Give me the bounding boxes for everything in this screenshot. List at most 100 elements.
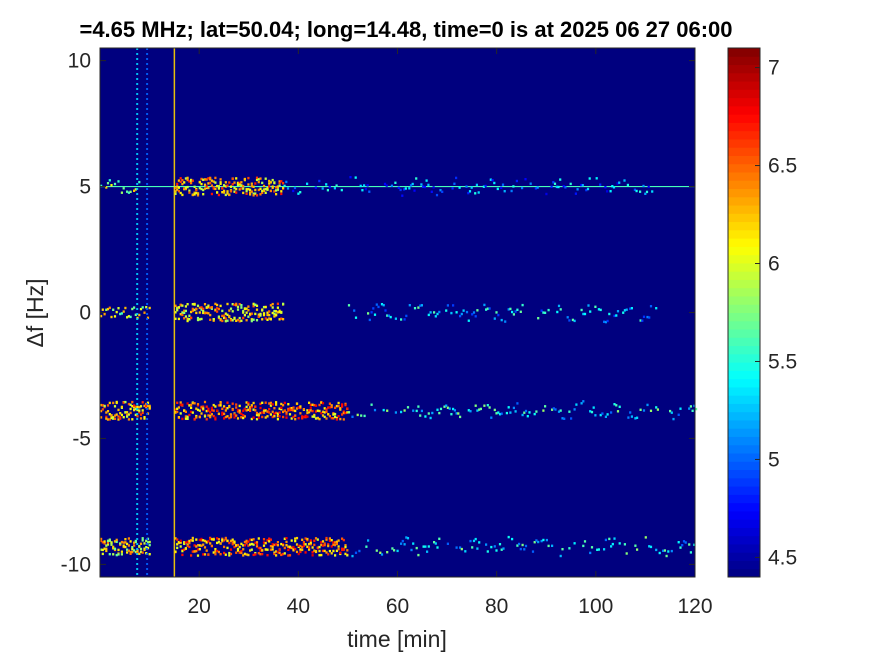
data-cell <box>403 318 406 321</box>
data-cell <box>504 320 507 323</box>
data-cell <box>245 542 248 545</box>
data-cell <box>649 305 653 308</box>
data-cell <box>231 402 234 405</box>
data-cell <box>299 191 302 194</box>
data-cell <box>493 181 496 185</box>
data-cell <box>221 411 224 414</box>
data-cell <box>583 540 587 543</box>
data-cell <box>181 182 184 186</box>
data-cell <box>119 417 122 420</box>
data-cell <box>419 304 422 307</box>
data-cell <box>134 539 137 543</box>
data-cell <box>556 310 559 314</box>
data-cell <box>469 539 472 543</box>
data-cell <box>346 549 349 552</box>
data-cell <box>353 309 356 312</box>
data-cell <box>238 183 241 186</box>
data-cell <box>404 187 407 190</box>
data-cell <box>524 544 528 548</box>
data-cell <box>148 406 151 409</box>
data-cell <box>311 409 314 413</box>
data-cell <box>335 404 338 408</box>
data-cell <box>210 538 213 541</box>
data-cell <box>148 306 151 310</box>
data-cell <box>282 410 285 414</box>
data-cell <box>236 549 240 552</box>
data-cell <box>136 415 139 418</box>
data-cell <box>249 549 252 552</box>
data-cell <box>616 182 619 185</box>
data-cell <box>689 551 692 554</box>
data-cell <box>101 308 104 311</box>
data-cell <box>255 308 259 311</box>
data-cell <box>360 414 363 417</box>
data-cell <box>561 548 564 551</box>
data-cell <box>337 548 340 551</box>
data-cell <box>328 406 331 409</box>
data-cell <box>271 186 274 189</box>
y-tick-label: 0 <box>79 302 91 325</box>
colorbar-step <box>728 147 760 156</box>
data-cell <box>191 539 194 542</box>
data-cell <box>468 190 472 193</box>
data-cell <box>325 551 328 554</box>
data-cell <box>672 417 675 421</box>
data-cell <box>327 543 330 546</box>
data-cell <box>113 417 117 420</box>
data-cell <box>259 411 262 415</box>
data-cell <box>359 184 362 188</box>
data-cell <box>214 553 217 556</box>
data-cell <box>275 193 278 196</box>
data-cell <box>210 544 213 548</box>
data-cell <box>261 411 264 414</box>
data-cell <box>217 550 220 554</box>
data-cell <box>195 414 198 418</box>
data-cell <box>229 414 233 417</box>
data-cell <box>138 313 141 317</box>
data-cell <box>103 547 106 550</box>
data-cell <box>302 544 305 548</box>
data-cell <box>349 176 352 179</box>
data-cell <box>205 178 208 181</box>
data-cell <box>238 551 241 554</box>
data-cell <box>198 306 201 309</box>
data-cell <box>117 307 120 310</box>
data-cell <box>308 409 311 412</box>
data-cell <box>233 541 236 545</box>
data-cell <box>212 318 215 321</box>
data-cell <box>477 191 480 194</box>
data-cell <box>332 413 335 416</box>
data-cell <box>365 545 368 548</box>
data-cell <box>196 404 200 407</box>
data-cell <box>219 402 222 405</box>
x-axis-label: time [min] <box>347 626 447 652</box>
data-cell <box>179 177 182 180</box>
data-cell <box>101 548 104 552</box>
data-cell <box>509 411 512 414</box>
colorbar-step <box>728 287 760 297</box>
data-cell <box>212 403 215 407</box>
data-cell <box>268 402 271 405</box>
colorbar-step <box>728 395 760 404</box>
data-cell <box>106 418 110 421</box>
data-cell <box>124 411 127 414</box>
data-cell <box>286 187 290 190</box>
data-cell <box>113 414 117 417</box>
data-cell <box>627 416 630 419</box>
data-cell <box>370 311 373 314</box>
data-cell <box>115 401 118 405</box>
data-cell <box>557 410 561 413</box>
data-cell <box>287 554 290 557</box>
data-cell <box>236 408 240 412</box>
data-cell <box>476 547 479 550</box>
data-cell <box>224 312 227 315</box>
data-cell <box>544 405 547 408</box>
data-cell <box>214 181 217 184</box>
data-cell <box>320 553 323 557</box>
data-cell <box>318 554 321 557</box>
data-cell <box>339 408 342 411</box>
data-cell <box>249 193 252 196</box>
data-cell <box>174 537 177 540</box>
data-cell <box>337 404 340 408</box>
colorbar-tick-label: 7 <box>768 57 780 80</box>
